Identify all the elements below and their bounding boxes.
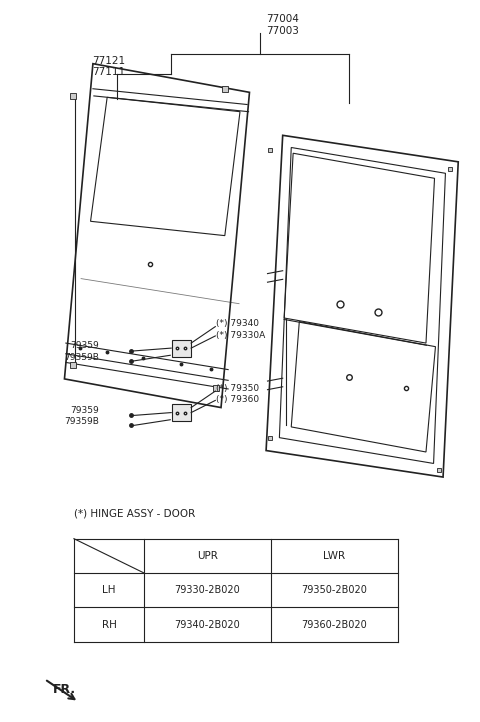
Text: 79359: 79359 xyxy=(71,406,99,415)
Text: (*) 79330A: (*) 79330A xyxy=(216,331,265,340)
Text: LWR: LWR xyxy=(323,551,345,561)
Text: 79350-2B020: 79350-2B020 xyxy=(301,586,367,595)
Polygon shape xyxy=(172,339,191,357)
Text: (*) 79350: (*) 79350 xyxy=(216,383,259,393)
Text: 79340-2B020: 79340-2B020 xyxy=(175,619,240,630)
Text: FR.: FR. xyxy=(53,682,76,695)
Text: RH: RH xyxy=(102,619,117,630)
Text: 79359B: 79359B xyxy=(64,417,99,427)
Text: (*) 79340: (*) 79340 xyxy=(216,319,259,329)
Text: 79330-2B020: 79330-2B020 xyxy=(175,586,240,595)
Text: 77121: 77121 xyxy=(92,56,125,66)
Text: 77003: 77003 xyxy=(266,26,300,35)
Text: (*) 79360: (*) 79360 xyxy=(216,395,259,404)
Polygon shape xyxy=(172,404,191,421)
Text: LH: LH xyxy=(102,586,116,595)
Text: 77111: 77111 xyxy=(92,66,125,77)
Text: 77004: 77004 xyxy=(266,14,300,25)
Text: 79360-2B020: 79360-2B020 xyxy=(301,619,367,630)
Text: 79359B: 79359B xyxy=(64,353,99,362)
Text: UPR: UPR xyxy=(197,551,218,561)
Text: 79359: 79359 xyxy=(71,342,99,350)
Text: (*) HINGE ASSY - DOOR: (*) HINGE ASSY - DOOR xyxy=(74,508,195,518)
